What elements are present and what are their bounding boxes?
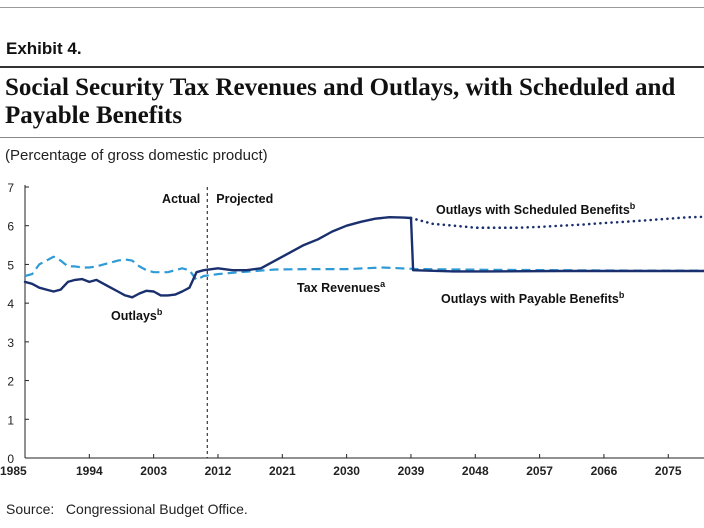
x-tick-label: 1994: [76, 464, 103, 478]
exhibit-label: Exhibit 4.: [6, 39, 82, 58]
y-tick-label: 4: [7, 297, 14, 311]
x-tick-label: 2066: [591, 464, 618, 478]
series-line-outlays: [23, 215, 413, 299]
x-tick-label: 2057: [526, 464, 553, 478]
x-tick-label: 2030: [333, 464, 360, 478]
source-label: Source:: [6, 501, 55, 517]
source-note: Source: Congressional Budget Office.: [6, 501, 248, 517]
y-tick-label: 2: [7, 375, 14, 389]
tax-revenues-label: Tax Revenuesa: [297, 279, 386, 295]
y-tick-label: 3: [7, 336, 14, 350]
y-tick-label: 5: [7, 258, 14, 272]
outlays-label: Outlaysb: [111, 307, 163, 323]
series-line-scheduled: [409, 215, 704, 229]
top-rule: [0, 7, 704, 8]
series-line-payable: [409, 216, 704, 273]
x-tick-label: 2003: [140, 464, 167, 478]
actual-label: Actual: [162, 192, 200, 206]
x-tick-label: 2075: [655, 464, 682, 478]
x-tick-label: 1985: [0, 464, 27, 478]
payable-benefits-label: Outlays with Payable Benefitsb: [441, 290, 625, 306]
x-tick-label: 2012: [205, 464, 232, 478]
x-tick-label: 2039: [398, 464, 425, 478]
subtitle-rule: [0, 137, 704, 138]
y-tick-label: 1: [7, 413, 14, 427]
chart-title: Social Security Tax Revenues and Outlays…: [5, 74, 676, 129]
y-tick-label: 0: [7, 452, 14, 466]
y-tick-label: 6: [7, 220, 14, 234]
title-rule: [0, 66, 704, 68]
scheduled-benefits-label: Outlays with Scheduled Benefitsb: [436, 201, 636, 217]
chart-subtitle: (Percentage of gross domestic product): [5, 147, 268, 164]
source-text: Congressional Budget Office.: [65, 501, 248, 517]
projected-label: Projected: [216, 192, 273, 206]
y-tick-label: 7: [7, 181, 14, 195]
series-line-revenues: [24, 255, 704, 281]
x-tick-label: 2048: [462, 464, 489, 478]
x-tick-label: 2021: [269, 464, 296, 478]
